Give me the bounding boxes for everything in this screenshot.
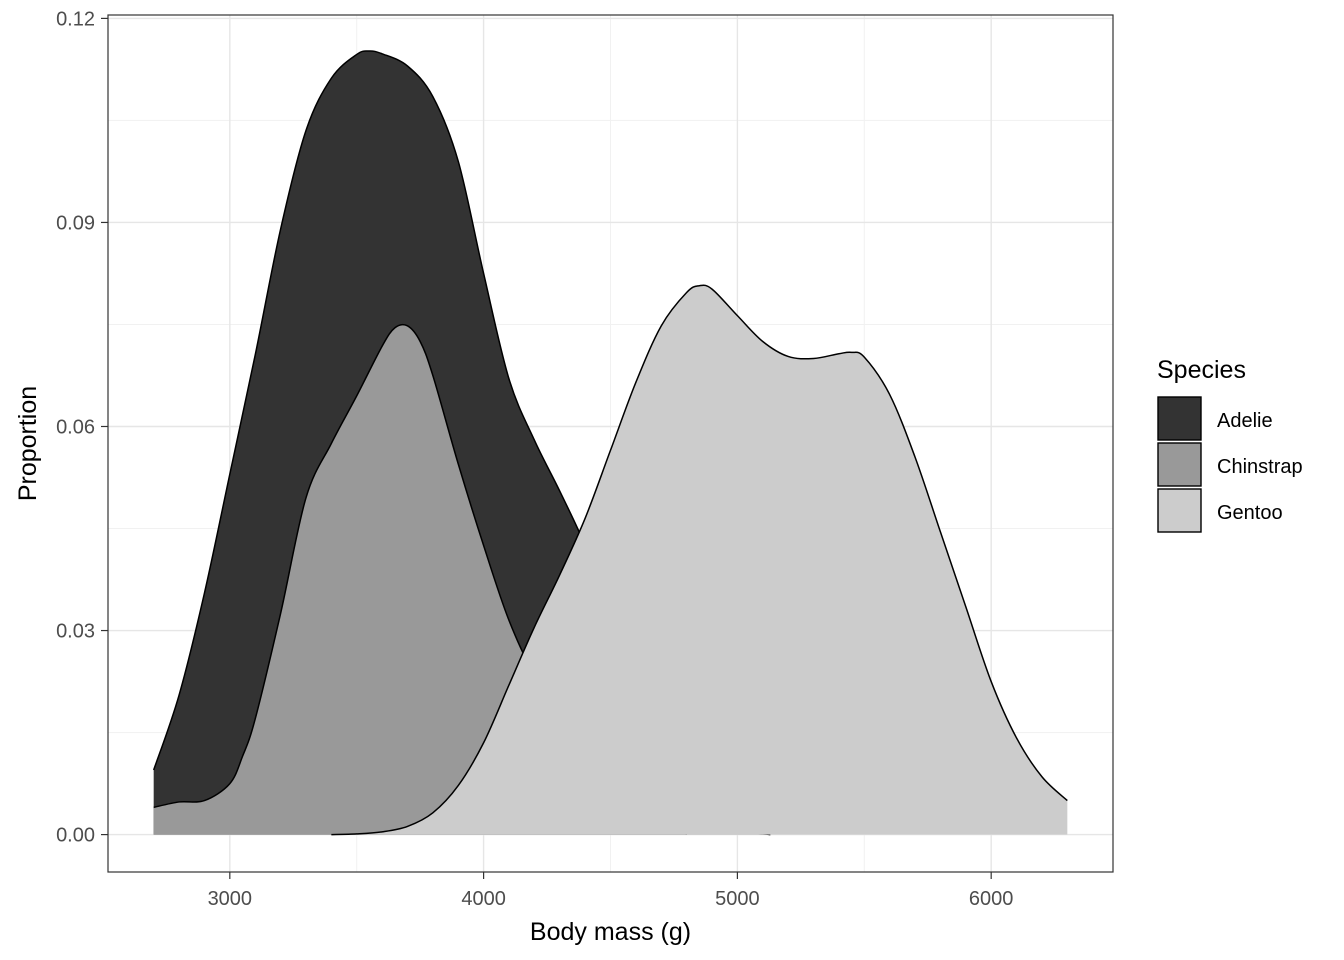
y-tick-label: 0.12 — [56, 8, 95, 30]
legend-key-gentoo — [1157, 488, 1202, 533]
density-areas — [152, 50, 1068, 836]
x-tick-label: 3000 — [208, 888, 253, 910]
y-tick-label: 0.09 — [56, 212, 95, 234]
y-axis-title: Proportion — [14, 386, 42, 501]
density-area-gentoo — [331, 285, 1068, 835]
x-tick-label: 4000 — [461, 888, 506, 910]
legend-title: Species — [1157, 356, 1246, 384]
axes: 3000 4000 5000 6000 0.00 0.03 0.06 0.09 0.12 — [56, 8, 1013, 910]
y-tick-label: 0.06 — [56, 416, 95, 438]
legend-key-adelie — [1157, 396, 1202, 441]
legend-key-chinstrap — [1157, 442, 1202, 487]
density-outline-gentoo — [331, 284, 1068, 836]
legend-label-gentoo: Gentoo — [1217, 502, 1283, 524]
x-tick-label: 5000 — [715, 888, 760, 910]
density-area-chinstrap — [153, 324, 771, 835]
legend-label-chinstrap: Chinstrap — [1217, 456, 1303, 478]
y-tick-label: 0.03 — [56, 621, 95, 643]
y-tick-label: 0.00 — [56, 825, 95, 847]
x-axis-title: Body mass (g) — [530, 918, 691, 946]
legend-label-adelie: Adelie — [1217, 410, 1273, 432]
panel-border — [107, 14, 1114, 873]
x-tick-label: 6000 — [969, 888, 1014, 910]
legend: Species Adelie Chinstrap Gentoo — [1157, 356, 1303, 533]
